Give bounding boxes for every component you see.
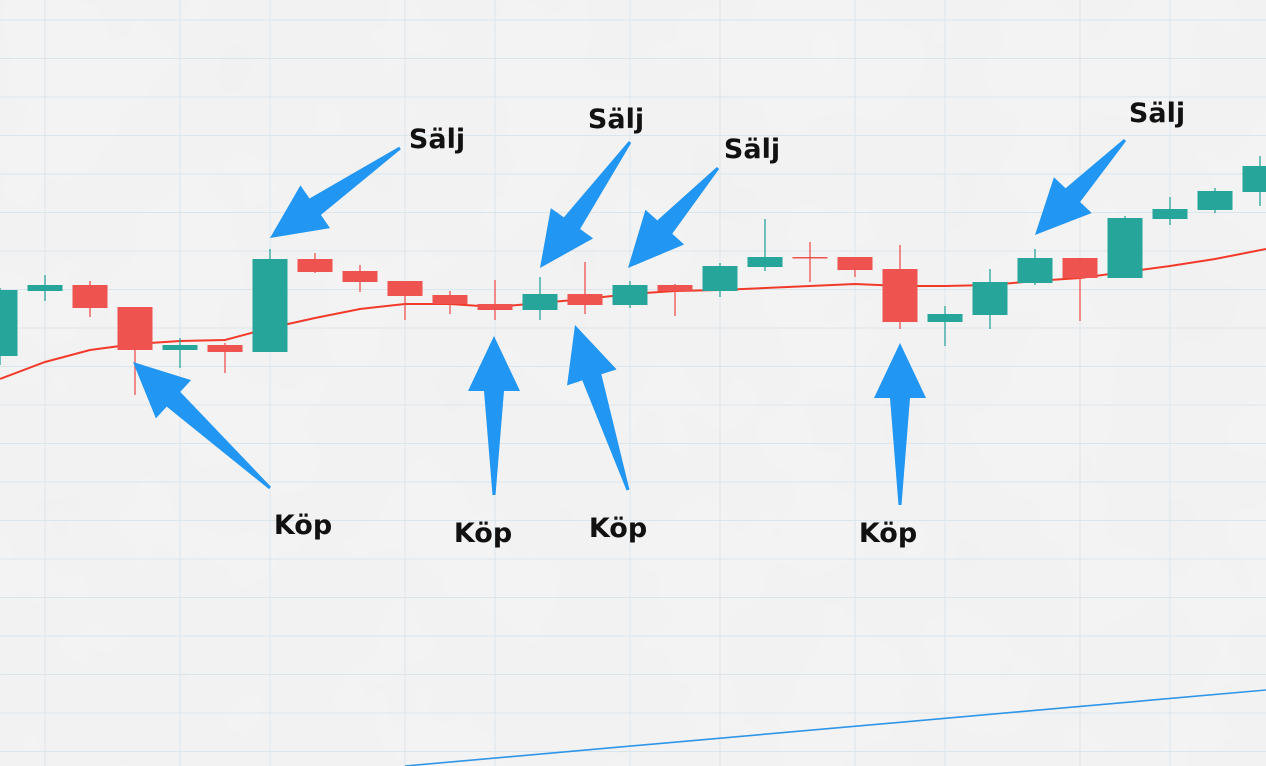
- candle-body: [1017, 258, 1053, 283]
- buy-label: Köp: [589, 513, 647, 544]
- candle-body: [477, 304, 513, 310]
- candle-down: [297, 253, 333, 273]
- sell-annotation: Sälj: [270, 124, 465, 238]
- candle-up: [747, 219, 783, 271]
- candle-body: [342, 271, 378, 282]
- buy-label: Köp: [454, 518, 512, 549]
- sell-annotation: Sälj: [628, 134, 780, 268]
- candle-up: [1242, 156, 1266, 206]
- candle-body: [747, 257, 783, 267]
- candle-down: [882, 245, 918, 329]
- buy-label: Köp: [859, 518, 917, 549]
- arrow-icon: [468, 336, 520, 495]
- candle-body: [612, 285, 648, 305]
- candle-body: [432, 295, 468, 304]
- candle-up: [522, 277, 558, 320]
- candle-body: [927, 314, 963, 322]
- candle-body: [792, 257, 828, 259]
- candle-body: [387, 281, 423, 296]
- lower-indicator: [404, 689, 1266, 766]
- annotations: Sälj Sälj Sälj Sälj Köp Köp Köp Köp: [133, 98, 1185, 549]
- candle-body: [252, 259, 288, 352]
- candle-body: [882, 269, 918, 322]
- lower-indicator-line: [404, 689, 1266, 766]
- candle-up: [1197, 188, 1233, 213]
- arrow-icon: [133, 362, 272, 490]
- candle-up: [0, 288, 18, 365]
- candle-body: [702, 266, 738, 291]
- arrow-icon: [540, 141, 632, 268]
- candle-down: [477, 280, 513, 320]
- candle-body: [117, 307, 153, 350]
- sell-label: Sälj: [1129, 98, 1185, 129]
- candle-down: [567, 262, 603, 314]
- candle-body: [1107, 218, 1143, 278]
- candle-up: [1107, 216, 1143, 278]
- candle-body: [657, 285, 693, 291]
- candle-body: [207, 345, 243, 352]
- candle-body: [1062, 258, 1098, 278]
- candle-up: [927, 306, 963, 346]
- candle-down: [837, 257, 873, 277]
- candle-up: [1017, 249, 1053, 285]
- candle-down: [117, 307, 153, 395]
- arrow-icon: [874, 343, 926, 505]
- candle-up: [972, 269, 1008, 329]
- candle-up: [612, 281, 648, 308]
- arrow-icon: [628, 166, 720, 268]
- candle-down: [792, 242, 828, 282]
- arrow-icon: [567, 325, 630, 491]
- candle-body: [297, 259, 333, 272]
- arrow-icon: [1035, 138, 1127, 235]
- candle-body: [972, 282, 1008, 315]
- candle-down: [432, 291, 468, 314]
- sell-annotation: Sälj: [540, 104, 644, 268]
- candle-body: [0, 290, 18, 356]
- sell-label: Sälj: [588, 104, 644, 135]
- buy-annotation: Köp: [454, 336, 520, 549]
- candle-up: [702, 263, 738, 297]
- candle-body: [1197, 191, 1233, 210]
- buy-annotation: Köp: [133, 362, 332, 541]
- candle-down: [657, 284, 693, 316]
- candles: [0, 156, 1266, 395]
- sell-label: Sälj: [409, 124, 465, 155]
- candle-up: [162, 338, 198, 368]
- candle-down: [342, 265, 378, 292]
- candle-body: [72, 285, 108, 308]
- sell-label: Sälj: [724, 134, 780, 165]
- candle-body: [1152, 209, 1188, 219]
- candle-down: [1062, 258, 1098, 321]
- candle-body: [1242, 166, 1266, 192]
- buy-annotation: Köp: [859, 343, 926, 549]
- sell-annotation: Sälj: [1035, 98, 1185, 235]
- candle-up: [27, 275, 63, 301]
- candle-down: [207, 343, 243, 373]
- candle-up: [252, 249, 288, 352]
- candle-body: [567, 294, 603, 305]
- candle-body: [27, 285, 63, 291]
- arrow-icon: [270, 146, 401, 238]
- buy-annotation: Köp: [567, 325, 647, 544]
- candle-down: [387, 281, 423, 320]
- buy-label: Köp: [274, 510, 332, 541]
- candle-body: [522, 294, 558, 310]
- candle-body: [837, 257, 873, 270]
- candle-body: [162, 345, 198, 350]
- candle-up: [1152, 197, 1188, 225]
- candle-down: [72, 281, 108, 317]
